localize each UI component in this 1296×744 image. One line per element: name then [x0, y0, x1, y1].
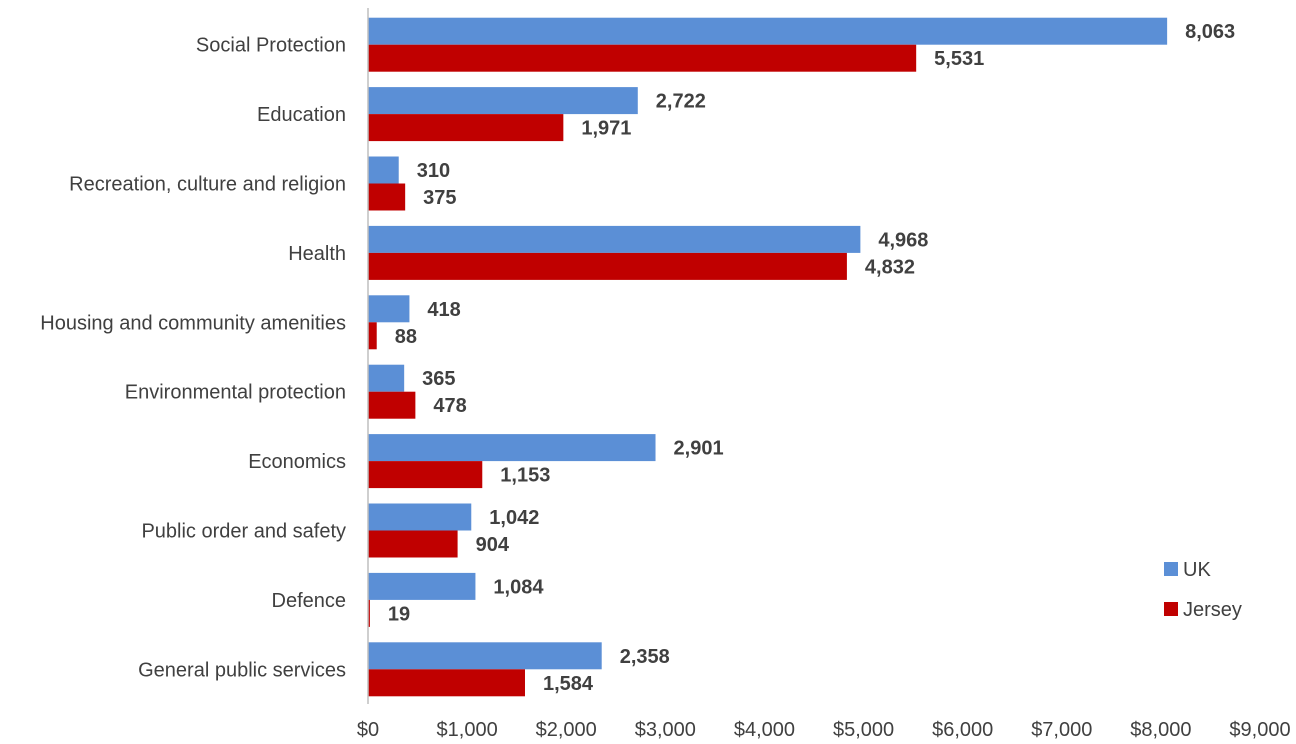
- category-label: Public order and safety: [141, 521, 346, 543]
- legend-label-uk: UK: [1183, 559, 1211, 581]
- data-label: 310: [417, 160, 450, 182]
- bar-uk: [368, 434, 656, 462]
- category-label: Health: [288, 243, 346, 265]
- bar-uk: [368, 572, 476, 600]
- category-label: Social Protection: [196, 35, 346, 57]
- bar-uk: [368, 364, 405, 392]
- x-tick-label: $8,000: [1130, 719, 1191, 741]
- data-label: 1,084: [493, 576, 544, 598]
- data-label: 5,531: [934, 48, 984, 70]
- bar-jersey: [368, 669, 525, 697]
- x-tick-label: $4,000: [734, 719, 795, 741]
- data-label: 4,832: [865, 256, 915, 278]
- x-tick-label: $2,000: [536, 719, 597, 741]
- bar-jersey: [368, 599, 370, 627]
- data-label: 2,722: [656, 91, 706, 113]
- x-tick-label: $7,000: [1031, 719, 1092, 741]
- data-label: 375: [423, 187, 456, 209]
- x-tick-label: $1,000: [437, 719, 498, 741]
- bar-jersey: [368, 530, 458, 558]
- data-label: 8,063: [1185, 21, 1235, 43]
- category-label: Environmental protection: [125, 382, 346, 404]
- bar-uk: [368, 503, 472, 531]
- x-tick-label: $0: [357, 719, 379, 741]
- data-label: 1,584: [543, 673, 594, 695]
- x-axis-tick-labels: $0 $1,000 $2,000 $3,000 $4,000 $5,000 $6,000 $7…: [357, 719, 1291, 741]
- bar-jersey: [368, 322, 377, 350]
- data-label: 904: [476, 534, 510, 556]
- legend: UK Jersey: [1164, 559, 1242, 621]
- x-tick-label: $9,000: [1229, 719, 1290, 741]
- category-label: Housing and community amenities: [40, 312, 346, 334]
- bar-jersey: [368, 461, 483, 489]
- legend-label-jersey: Jersey: [1183, 599, 1242, 621]
- bar-uk: [368, 87, 638, 115]
- x-tick-label: $6,000: [932, 719, 993, 741]
- data-label: 1,971: [581, 118, 631, 140]
- bar-uk: [368, 642, 602, 670]
- data-labels: 8,063 5,531 2,722 1,971 310 375 4,968 4,832 418 8…: [388, 21, 1235, 695]
- category-labels: Social Protection Education Recreation, cu…: [40, 35, 346, 682]
- bar-jersey: [368, 114, 564, 142]
- data-label: 1,153: [500, 465, 550, 487]
- data-label: 19: [388, 603, 410, 625]
- category-label: Economics: [248, 451, 346, 473]
- legend-swatch-uk: [1164, 562, 1178, 576]
- data-label: 2,358: [620, 646, 670, 668]
- category-label: Defence: [272, 590, 347, 612]
- bar-uk: [368, 295, 410, 323]
- x-tick-label: $3,000: [635, 719, 696, 741]
- legend-swatch-jersey: [1164, 602, 1178, 616]
- data-label: 478: [433, 395, 466, 417]
- data-label: 418: [427, 299, 460, 321]
- data-label: 1,042: [489, 507, 539, 529]
- category-label: Recreation, culture and religion: [69, 174, 346, 196]
- bar-jersey: [368, 44, 917, 72]
- x-tick-label: $5,000: [833, 719, 894, 741]
- bar-uk: [368, 225, 861, 253]
- data-label: 88: [395, 326, 417, 348]
- category-label: Education: [257, 104, 346, 126]
- data-label: 365: [422, 368, 455, 390]
- category-label: General public services: [138, 659, 346, 681]
- bar-uk: [368, 17, 1168, 45]
- chart-bars: [368, 17, 1168, 697]
- bar-jersey: [368, 391, 416, 419]
- bar-jersey: [368, 252, 847, 280]
- bar-jersey: [368, 183, 406, 211]
- data-label: 4,968: [878, 229, 928, 251]
- data-label: 2,901: [674, 438, 724, 460]
- bar-uk: [368, 156, 399, 184]
